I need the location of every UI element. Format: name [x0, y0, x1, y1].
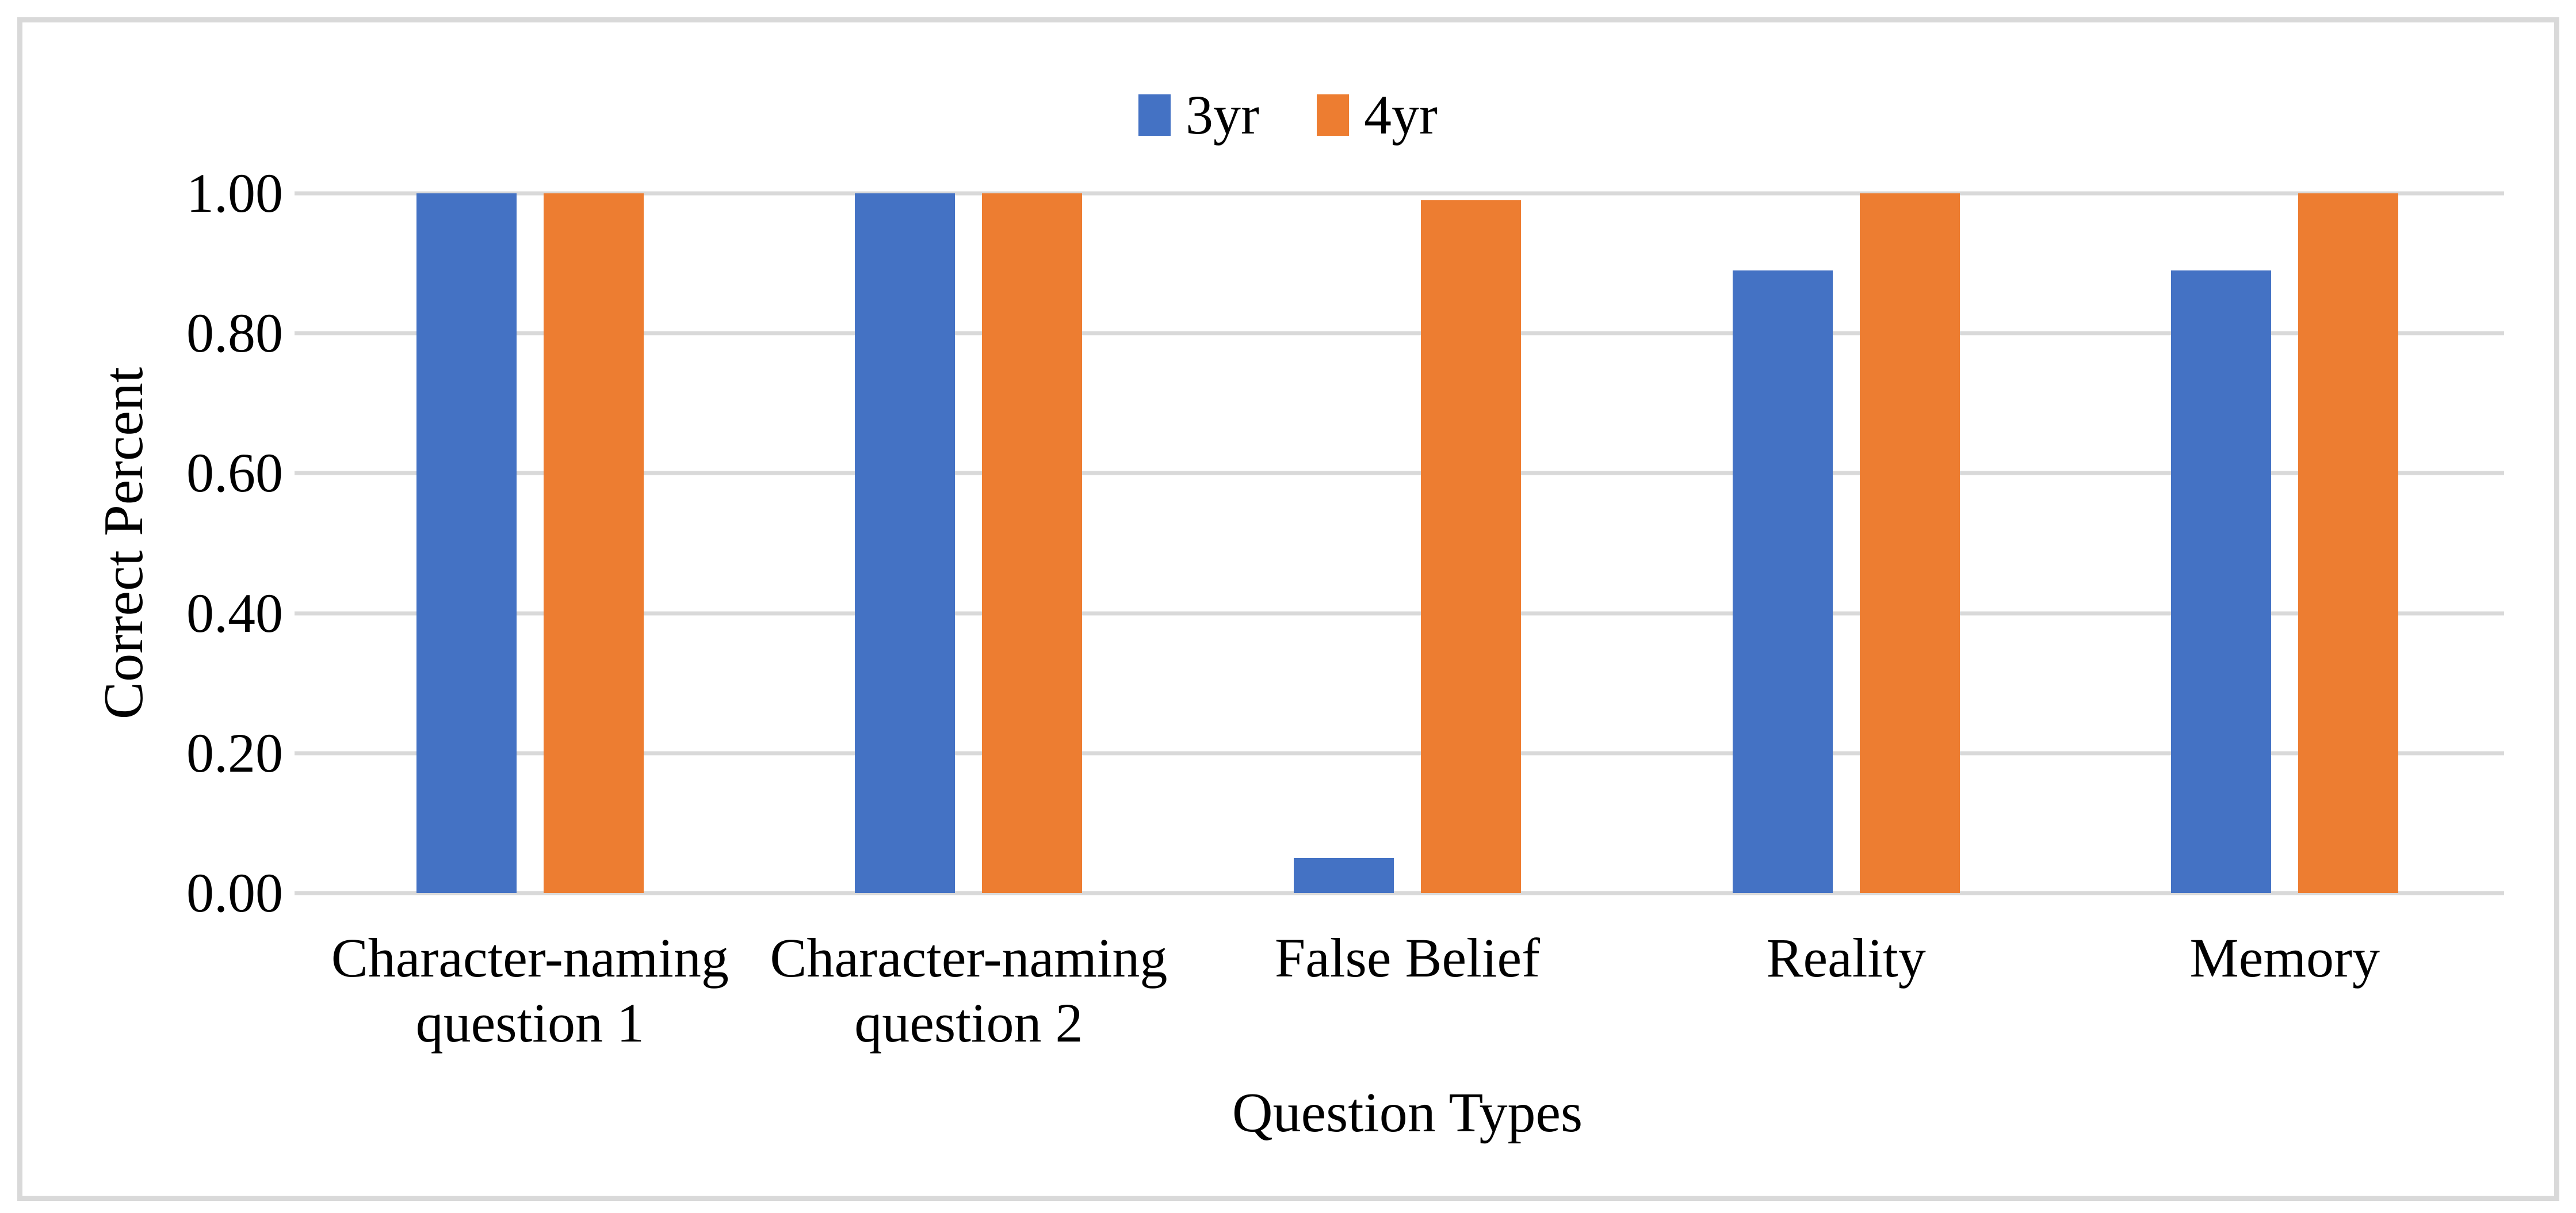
- x-category-label-character-naming-question-2: Character-naming question 2: [770, 927, 1168, 1054]
- y-tick-label-0.20: 0.20: [186, 722, 283, 784]
- y-tick-mark: [295, 751, 311, 756]
- bar-4yr-memory: [2298, 193, 2399, 893]
- y-tick-label-0.80: 0.80: [186, 302, 283, 364]
- bar-3yr-character-naming-question-1: [416, 193, 517, 893]
- bar-3yr-memory: [2171, 270, 2272, 893]
- legend-item-3yr: 3yr: [1138, 87, 1259, 143]
- bar-4yr-character-naming-question-1: [543, 193, 644, 893]
- x-category-label-reality: Reality: [1766, 927, 1926, 989]
- y-tick-mark: [295, 891, 311, 895]
- legend-swatch-3yr: [1138, 94, 1171, 136]
- y-axis-title: Correct Percent: [93, 367, 155, 720]
- x-category-label-memory: Memory: [2189, 927, 2380, 989]
- x-category-label-character-naming-question-1: Character-naming question 1: [331, 927, 729, 1054]
- bar-3yr-character-naming-question-2: [855, 193, 956, 893]
- y-tick-label-1.00: 1.00: [186, 162, 283, 224]
- legend-item-4yr: 4yr: [1317, 87, 1438, 143]
- y-tick-label-0.00: 0.00: [186, 862, 283, 924]
- y-tick-mark: [295, 331, 311, 335]
- legend-label: 3yr: [1186, 84, 1259, 146]
- plot-area: [311, 191, 2504, 895]
- gridline-0.80: [311, 331, 2504, 335]
- legend-swatch-4yr: [1317, 94, 1349, 136]
- gridline-0.00: [311, 891, 2504, 895]
- bar-4yr-false-belief: [1421, 200, 1521, 893]
- gridline-1.00: [311, 191, 2504, 196]
- gridline-0.40: [311, 611, 2504, 616]
- legend-label: 4yr: [1364, 84, 1438, 146]
- bar-4yr-character-naming-question-2: [982, 193, 1083, 893]
- y-tick-mark: [295, 611, 311, 616]
- x-axis-title: Question Types: [1232, 1082, 1583, 1144]
- y-tick-label-0.40: 0.40: [186, 582, 283, 644]
- legend: 3yr 4yr: [0, 75, 2576, 155]
- bar-3yr-false-belief: [1294, 858, 1394, 893]
- x-category-label-false-belief: False Belief: [1274, 927, 1541, 989]
- y-tick-mark: [295, 191, 311, 196]
- bar-4yr-reality: [1859, 193, 1960, 893]
- gridline-0.60: [311, 471, 2504, 475]
- bar-3yr-reality: [1732, 270, 1833, 893]
- y-tick-label-0.60: 0.60: [186, 442, 283, 504]
- y-tick-mark: [295, 471, 311, 475]
- gridline-0.20: [311, 751, 2504, 756]
